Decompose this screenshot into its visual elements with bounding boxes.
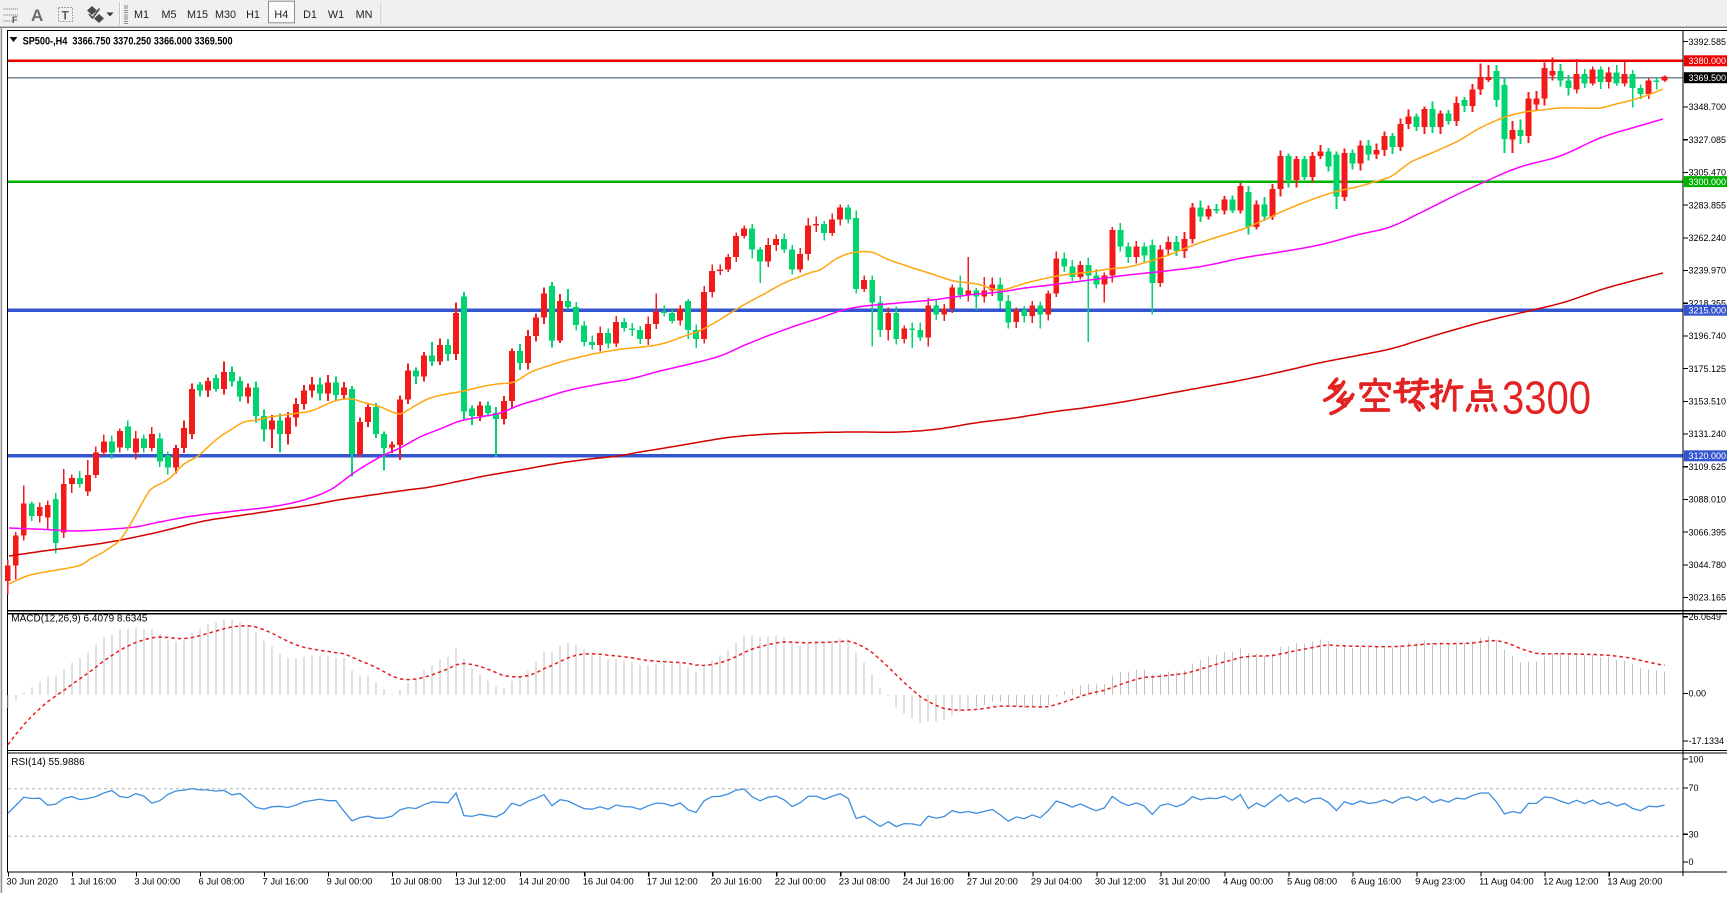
svg-text:3088.010: 3088.010 [1689, 495, 1727, 505]
svg-text:100: 100 [1689, 754, 1704, 764]
svg-text:3300.000: 3300.000 [1689, 177, 1727, 187]
svg-text:3131.240: 3131.240 [1689, 429, 1727, 439]
svg-text:20 Jul 16:00: 20 Jul 16:00 [711, 875, 762, 886]
svg-text:12 Aug 12:00: 12 Aug 12:00 [1543, 875, 1598, 886]
svg-text:0: 0 [1689, 857, 1694, 867]
svg-text:3262.240: 3262.240 [1689, 233, 1727, 243]
svg-text:4 Aug 00:00: 4 Aug 00:00 [1223, 875, 1273, 886]
svg-text:23 Jul 08:00: 23 Jul 08:00 [839, 875, 890, 886]
svg-text:14 Jul 20:00: 14 Jul 20:00 [519, 875, 570, 886]
svg-text:31 Jul 20:00: 31 Jul 20:00 [1159, 875, 1210, 886]
svg-text:3215.000: 3215.000 [1689, 305, 1727, 315]
svg-text:16 Jul 04:00: 16 Jul 04:00 [583, 875, 634, 886]
svg-text:-17.1334: -17.1334 [1689, 736, 1725, 746]
svg-text:A: A [31, 6, 43, 25]
svg-text:D1: D1 [303, 9, 317, 21]
svg-text:0.00: 0.00 [1689, 689, 1707, 699]
svg-text:3023.165: 3023.165 [1689, 593, 1727, 603]
svg-text:9 Aug 23:00: 9 Aug 23:00 [1415, 875, 1465, 886]
svg-text:RSI(14) 55.9886: RSI(14) 55.9886 [11, 757, 85, 768]
svg-text:29 Jul 04:00: 29 Jul 04:00 [1031, 875, 1082, 886]
svg-text:3109.625: 3109.625 [1689, 462, 1727, 472]
svg-text:M5: M5 [162, 9, 177, 21]
svg-text:SP500-,H4 3366.750 3370.250 3: SP500-,H4 3366.750 3370.250 3366.000 336… [23, 35, 233, 47]
svg-text:30: 30 [1689, 829, 1699, 839]
svg-text:3218.355: 3218.355 [1689, 298, 1727, 308]
svg-text:3380.000: 3380.000 [1689, 56, 1727, 66]
svg-text:3066.395: 3066.395 [1689, 527, 1727, 537]
svg-text:3120.000: 3120.000 [1689, 451, 1727, 461]
svg-text:17 Jul 12:00: 17 Jul 12:00 [647, 875, 698, 886]
svg-text:M1: M1 [134, 9, 149, 21]
svg-text:7 Jul 16:00: 7 Jul 16:00 [263, 875, 309, 886]
svg-text:M15: M15 [187, 9, 208, 21]
svg-text:13 Jul 12:00: 13 Jul 12:00 [455, 875, 506, 886]
svg-text:3 Jul 00:00: 3 Jul 00:00 [134, 875, 180, 886]
svg-text:3369.500: 3369.500 [1689, 73, 1727, 83]
svg-text:70: 70 [1689, 783, 1699, 793]
svg-text:T: T [62, 9, 70, 23]
svg-text:3300: 3300 [1502, 372, 1591, 424]
svg-text:3239.970: 3239.970 [1689, 266, 1727, 276]
svg-text:MN: MN [356, 9, 373, 21]
svg-text:10 Jul 08:00: 10 Jul 08:00 [391, 875, 442, 886]
svg-text:3392.585: 3392.585 [1689, 37, 1727, 47]
svg-text:6 Aug 16:00: 6 Aug 16:00 [1351, 875, 1401, 886]
svg-text:22 Jul 00:00: 22 Jul 00:00 [775, 875, 826, 886]
svg-text:W1: W1 [328, 9, 344, 21]
svg-text:3044.780: 3044.780 [1689, 560, 1727, 570]
svg-text:6 Jul 08:00: 6 Jul 08:00 [199, 875, 245, 886]
svg-text:3348.700: 3348.700 [1689, 102, 1727, 112]
svg-text:27 Jul 20:00: 27 Jul 20:00 [967, 875, 1018, 886]
svg-text:3175.125: 3175.125 [1689, 364, 1727, 374]
svg-text:3327.085: 3327.085 [1689, 135, 1727, 145]
svg-text:H4: H4 [274, 9, 288, 21]
svg-text:3305.470: 3305.470 [1689, 168, 1727, 178]
svg-text:9 Jul 00:00: 9 Jul 00:00 [327, 875, 373, 886]
svg-text:H1: H1 [246, 9, 260, 21]
svg-text:30 Jun 2020: 30 Jun 2020 [6, 875, 58, 886]
svg-text:13 Aug 20:00: 13 Aug 20:00 [1607, 875, 1662, 886]
svg-text:11 Aug 04:00: 11 Aug 04:00 [1479, 875, 1534, 886]
svg-text:30 Jul 12:00: 30 Jul 12:00 [1095, 875, 1146, 886]
svg-text:3196.740: 3196.740 [1689, 331, 1727, 341]
svg-text:24 Jul 16:00: 24 Jul 16:00 [903, 875, 954, 886]
svg-text:M30: M30 [215, 9, 236, 21]
svg-text:3283.855: 3283.855 [1689, 200, 1727, 210]
svg-text:F: F [12, 15, 18, 25]
svg-text:3153.510: 3153.510 [1689, 397, 1727, 407]
svg-text:MACD(12,26,9) 6.4079 8.6345: MACD(12,26,9) 6.4079 8.6345 [11, 614, 148, 625]
svg-text:1 Jul 16:00: 1 Jul 16:00 [70, 875, 116, 886]
svg-text:5 Aug 08:00: 5 Aug 08:00 [1287, 875, 1337, 886]
svg-text:26.0649: 26.0649 [1689, 612, 1722, 622]
